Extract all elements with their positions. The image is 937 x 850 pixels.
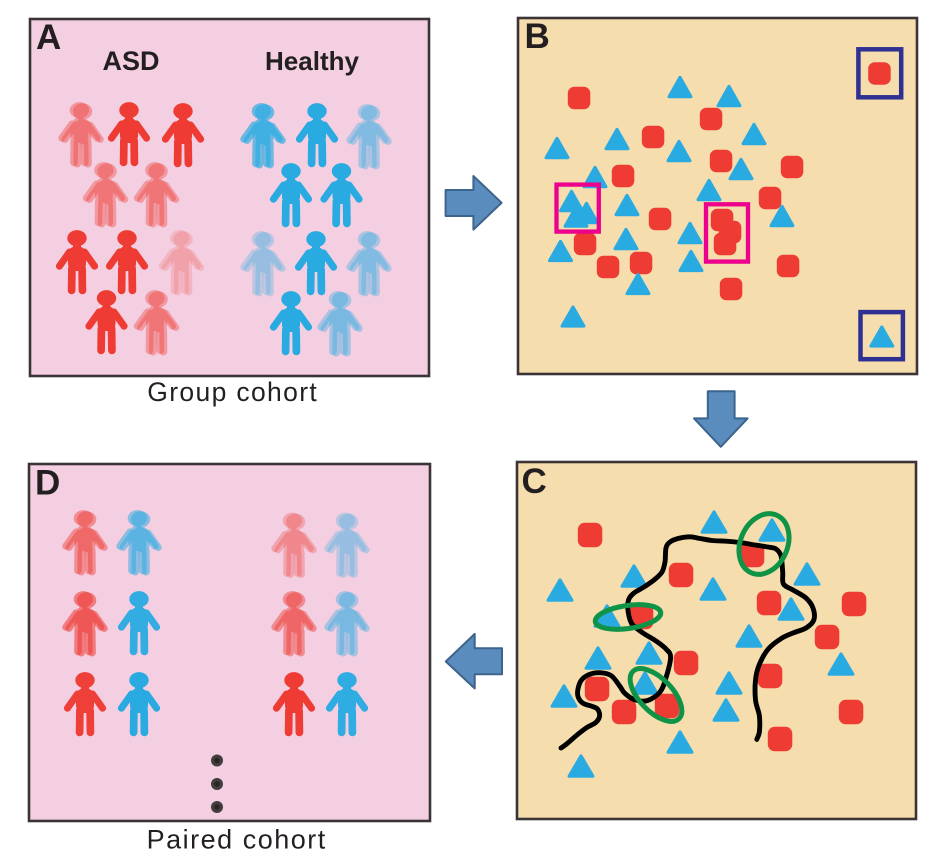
svg-text:Healthy: Healthy (265, 46, 359, 76)
svg-text:Group cohort: Group cohort (147, 377, 318, 407)
svg-text:D: D (35, 463, 60, 502)
svg-text:ASD: ASD (102, 46, 159, 76)
svg-text:C: C (522, 462, 547, 501)
svg-text:A: A (36, 18, 61, 57)
svg-text:B: B (525, 17, 550, 56)
svg-text:Paired cohort: Paired cohort (147, 824, 327, 850)
